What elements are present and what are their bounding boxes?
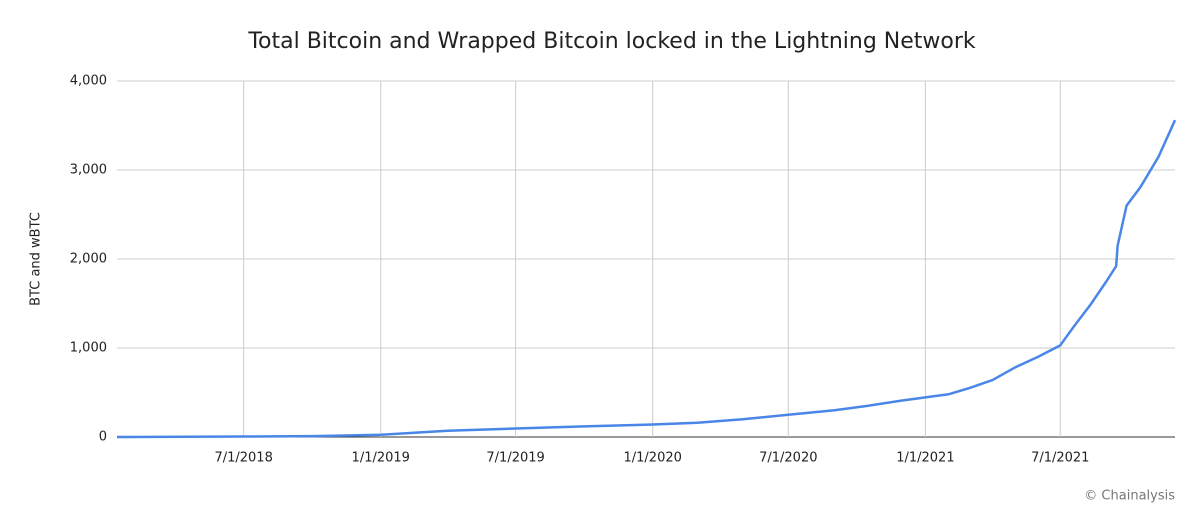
y-tick-label: 3,000 (70, 163, 107, 178)
x-tick-label: 1/1/2020 (624, 451, 682, 466)
x-tick-label: 1/1/2019 (352, 451, 410, 466)
y-axis-label: BTC and wBTC (29, 212, 44, 306)
y-tick-label: 0 (99, 430, 107, 445)
x-tick-label: 7/1/2021 (1031, 451, 1089, 466)
y-tick-label: 1,000 (70, 341, 107, 356)
x-tick-label: 7/1/2018 (214, 451, 272, 466)
x-tick-label: 7/1/2019 (486, 451, 544, 466)
x-tick-label: 1/1/2021 (896, 451, 954, 466)
y-tick-label: 2,000 (70, 252, 107, 267)
line (116, 119, 1177, 439)
chart-title: Total Bitcoin and Wrapped Bitcoin locked… (247, 29, 976, 54)
x-tick-label: 7/1/2020 (759, 451, 817, 466)
source: © Chainalysis (1084, 489, 1175, 504)
y-tick-label: 4,000 (70, 74, 107, 89)
